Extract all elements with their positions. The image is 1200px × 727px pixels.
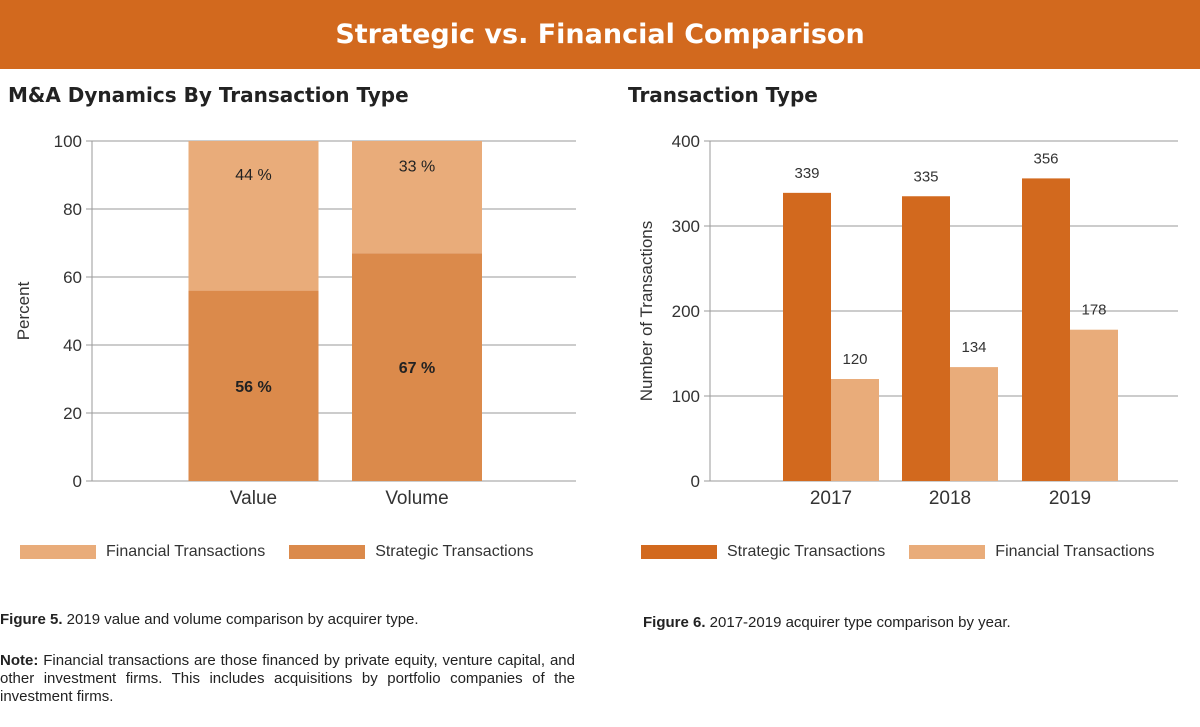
legend-item-financial: Financial Transactions bbox=[20, 543, 265, 561]
bar-2017-strategic bbox=[783, 192, 831, 481]
x-tick-label-right: 2017 bbox=[810, 488, 852, 509]
bar-2018-financial bbox=[950, 367, 998, 481]
data-label-2019-financial: 178 bbox=[1081, 302, 1106, 319]
data-label-2018-financial: 134 bbox=[961, 339, 986, 356]
legend-label-strategic-right: Strategic Transactions bbox=[727, 543, 886, 560]
y-tick-label-right: 100 bbox=[672, 387, 700, 406]
data-label-value-financial: 44 % bbox=[235, 167, 271, 184]
bar-2017-financial bbox=[831, 379, 879, 481]
legend-swatch-financial bbox=[20, 545, 96, 559]
data-label-2017-financial: 120 bbox=[842, 351, 867, 368]
chart-title-right: Transaction Type bbox=[628, 83, 818, 107]
legend-label-financial: Financial Transactions bbox=[106, 543, 266, 560]
data-label-2019-strategic: 356 bbox=[1033, 150, 1058, 167]
y-tick-label-left: 60 bbox=[63, 268, 82, 287]
legend-right: Strategic Transactions Financial Transac… bbox=[641, 543, 1178, 561]
data-label-value-strategic: 56 % bbox=[235, 379, 271, 396]
data-label-2018-strategic: 335 bbox=[913, 168, 938, 185]
legend-label-strategic: Strategic Transactions bbox=[375, 543, 534, 560]
data-label-2017-strategic: 339 bbox=[794, 165, 819, 182]
legend-item-financial-right: Financial Transactions bbox=[909, 543, 1154, 561]
y-axis-title-left: Percent bbox=[14, 281, 33, 340]
legend-left: Financial Transactions Strategic Transac… bbox=[20, 543, 557, 561]
legend-swatch-financial-right bbox=[909, 545, 986, 559]
figure-6-text: 2017-2019 acquirer type comparison by ye… bbox=[705, 614, 1011, 631]
y-tick-label-right: 400 bbox=[672, 132, 700, 151]
figure-5-caption: Figure 5. 2019 value and volume comparis… bbox=[0, 611, 419, 628]
y-axis-title-right: Number of Transactions bbox=[637, 221, 656, 401]
bar-value-strategic bbox=[188, 290, 319, 481]
bar-2019-strategic bbox=[1022, 178, 1070, 481]
figure-6-caption: Figure 6. 2017-2019 acquirer type compar… bbox=[643, 614, 1011, 631]
legend-item-strategic-right: Strategic Transactions bbox=[641, 543, 885, 561]
figure-5-label: Figure 5. bbox=[0, 611, 63, 628]
banner: Strategic vs. Financial Comparison bbox=[0, 0, 1200, 69]
y-tick-label-right: 300 bbox=[672, 217, 700, 236]
x-tick-label-right: 2019 bbox=[1049, 488, 1091, 509]
y-tick-label-right: 200 bbox=[672, 302, 700, 321]
y-tick-label-right: 0 bbox=[691, 472, 700, 491]
figure-5-text: 2019 value and volume comparison by acqu… bbox=[62, 611, 419, 628]
legend-swatch-strategic bbox=[289, 545, 366, 559]
note-label: Note: bbox=[0, 652, 39, 669]
y-tick-label-left: 20 bbox=[63, 404, 82, 423]
banner-title: Strategic vs. Financial Comparison bbox=[335, 19, 865, 50]
x-tick-label-right: 2018 bbox=[929, 488, 971, 509]
bar-volume-strategic bbox=[352, 253, 482, 481]
y-tick-label-left: 100 bbox=[54, 132, 82, 151]
bar-volume-financial bbox=[352, 141, 482, 254]
data-label-volume-strategic: 67 % bbox=[399, 360, 435, 377]
note-text: Financial transactions are those finance… bbox=[0, 652, 575, 705]
y-tick-label-left: 40 bbox=[63, 336, 82, 355]
note-paragraph: Note: Financial transactions are those f… bbox=[0, 652, 575, 706]
bar-value-financial bbox=[188, 141, 319, 291]
legend-item-strategic: Strategic Transactions bbox=[289, 543, 533, 561]
bar-2018-strategic bbox=[902, 196, 950, 481]
y-tick-label-left: 0 bbox=[73, 472, 82, 491]
legend-swatch-strategic-right bbox=[641, 545, 717, 559]
y-tick-label-left: 80 bbox=[63, 200, 82, 219]
chart-title-left: M&A Dynamics By Transaction Type bbox=[8, 83, 409, 107]
figure-6-label: Figure 6. bbox=[643, 614, 706, 631]
x-tick-label-left: Value bbox=[230, 488, 277, 509]
bar-2019-financial bbox=[1070, 329, 1118, 481]
data-label-volume-financial: 33 % bbox=[399, 159, 435, 176]
legend-label-financial-right: Financial Transactions bbox=[995, 543, 1155, 560]
x-tick-label-left: Volume bbox=[385, 488, 448, 509]
